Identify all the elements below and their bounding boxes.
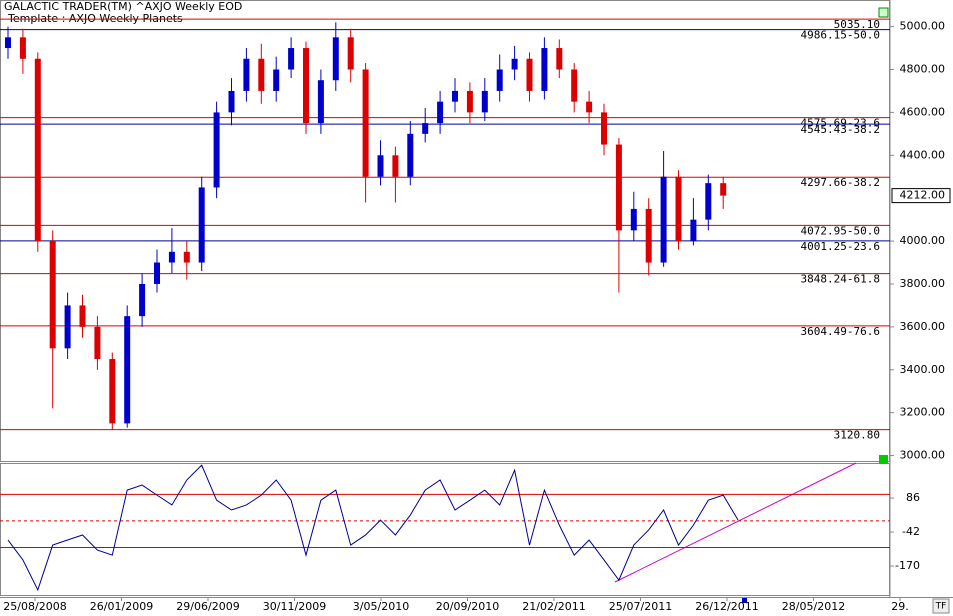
candle-body	[94, 326, 101, 360]
candle-body	[243, 58, 250, 91]
x-tick-label: 3/05/2010	[353, 600, 409, 613]
candle-body	[213, 112, 220, 188]
candle-body	[422, 123, 429, 134]
candle-body	[720, 183, 727, 196]
tf-label[interactable]: TF	[935, 602, 947, 612]
y-tick-label: 5000.00	[900, 20, 946, 33]
candle-body	[139, 283, 146, 317]
level-label: 3120.80	[834, 429, 880, 442]
y-tick-label: 4800.00	[900, 62, 946, 75]
candle-body	[49, 241, 56, 349]
level-label: 4001.25-23.6	[801, 240, 880, 253]
osc-tick-label: -170	[895, 559, 920, 572]
candle-body	[288, 48, 295, 70]
candle-body	[437, 101, 444, 124]
candle-body	[332, 37, 339, 81]
candle-body	[19, 37, 26, 59]
candle-body	[496, 69, 503, 91]
level-label: 3848.24-61.8	[801, 273, 880, 286]
candle-body	[347, 37, 354, 70]
candle-body	[705, 183, 712, 220]
x-tick-label: 25/07/2011	[609, 600, 672, 613]
candle-body	[690, 219, 697, 242]
level-label: 4297.66-38.2	[801, 176, 880, 189]
candle-body	[258, 58, 265, 91]
candle-body	[660, 176, 667, 263]
candle-body	[615, 144, 622, 231]
candle-body	[541, 48, 548, 91]
x-tick-label: 29.	[891, 600, 909, 613]
y-tick-label: 4400.00	[900, 148, 946, 161]
x-tick-label: 26/01/2009	[90, 600, 153, 613]
oscillator-line	[7, 464, 739, 592]
candle-body	[466, 90, 473, 113]
candle-body	[183, 251, 190, 263]
candle-body	[273, 69, 280, 91]
x-tick-label: 26/12/2011	[695, 600, 758, 613]
y-tick-label: 3800.00	[900, 277, 946, 290]
y-tick-label: 3600.00	[900, 320, 946, 333]
candle-body	[64, 305, 71, 349]
candle-body	[407, 133, 414, 177]
level-label: 3604.49-76.6	[801, 325, 880, 338]
y-tick-label: 3200.00	[900, 406, 946, 419]
marker	[879, 455, 888, 464]
level-label: 4545.43-38.2	[801, 123, 880, 136]
candle-body	[645, 208, 652, 263]
candle-body	[124, 316, 131, 424]
candle-body	[556, 48, 563, 70]
level-label: 4072.95-50.0	[801, 224, 880, 237]
x-tick-label: 30/11/2009	[263, 600, 326, 613]
x-tick-label: 20/09/2010	[436, 600, 499, 613]
candle-body	[601, 112, 607, 145]
candle-body	[675, 176, 682, 242]
candle-body	[317, 80, 324, 124]
y-tick-label: 3400.00	[900, 363, 946, 376]
osc-tick-label: 86	[906, 491, 920, 504]
candle-body	[362, 69, 369, 177]
chart-title: GALACTIC TRADER(TM) ^AXJO Weekly EOD	[4, 0, 242, 13]
x-tick-label: 29/06/2009	[176, 600, 239, 613]
candle-body	[168, 251, 175, 263]
y-tick-label: 4000.00	[900, 234, 946, 247]
candle-body	[5, 37, 11, 49]
candle-body	[630, 208, 637, 231]
marker	[742, 598, 747, 603]
x-tick-label: 25/08/2008	[3, 600, 66, 613]
candle-body	[79, 305, 86, 327]
candle-body	[452, 90, 458, 102]
candle-body	[392, 155, 399, 177]
marker	[878, 7, 889, 18]
osc-tick-label: -42	[902, 525, 920, 538]
candle-body	[511, 58, 518, 70]
y-tick-label: 4600.00	[900, 105, 946, 118]
level-label: 4575.69-23.6	[801, 117, 880, 130]
candle-body	[377, 155, 384, 177]
candle-body	[154, 262, 160, 284]
x-tick-label: 28/05/2012	[782, 600, 845, 613]
candle-body	[34, 58, 41, 242]
candle-body	[303, 48, 309, 124]
level-label: 5035.10	[834, 18, 880, 31]
y-tick-label: 3000.00	[900, 449, 946, 462]
candle-body	[228, 90, 235, 113]
candle-body	[586, 101, 593, 113]
candle-body	[109, 359, 116, 424]
level-label: 4986.15-50.0	[801, 29, 880, 42]
candle-body	[526, 58, 533, 91]
candle-body	[198, 187, 205, 263]
tf-button[interactable]	[932, 598, 950, 614]
x-tick-label: 21/02/2011	[522, 600, 585, 613]
price-box	[891, 188, 951, 204]
candle-body	[481, 90, 488, 113]
trend-line	[614, 462, 857, 583]
candle-body	[571, 69, 578, 102]
chart-subtitle: Template : AXJO Weekly Planets	[7, 12, 183, 25]
current-price: 4212.00	[900, 189, 946, 202]
